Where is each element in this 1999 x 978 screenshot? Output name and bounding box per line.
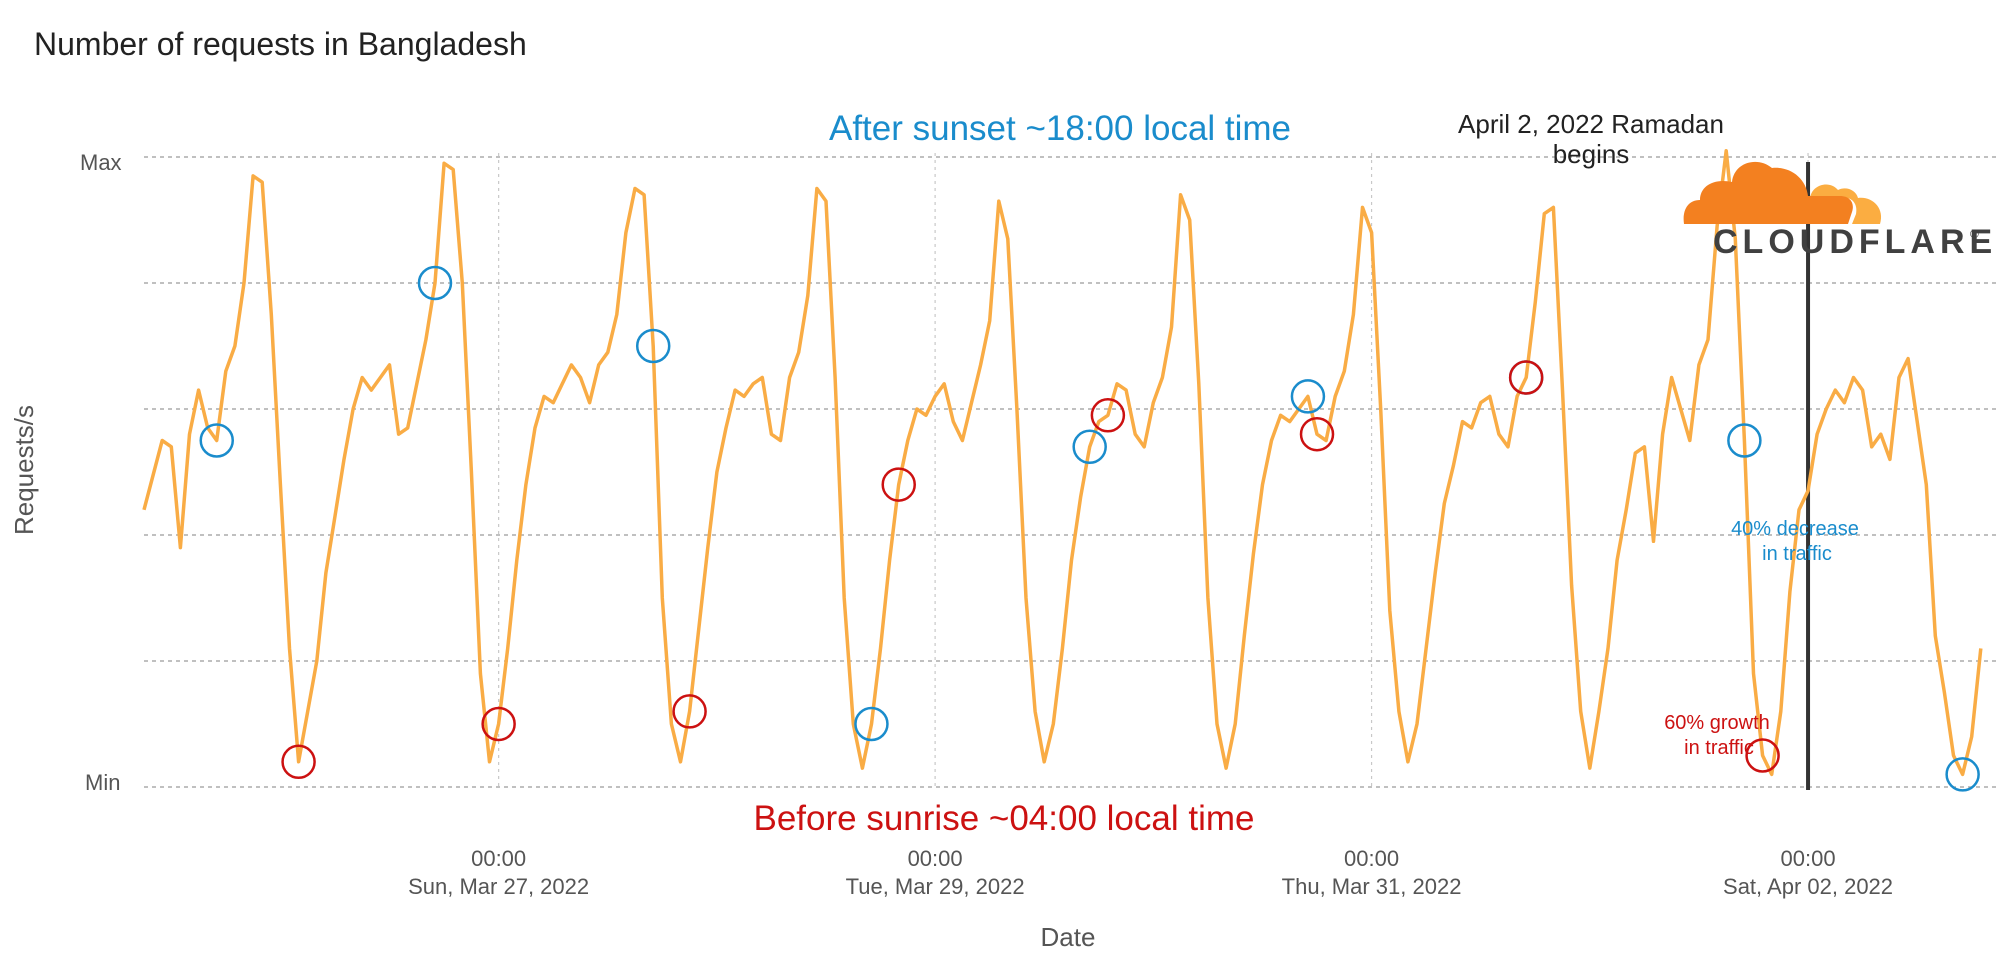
cloudflare-logo: CLOUDFLARE ®: [1683, 161, 1997, 261]
sunrise-marker-1: [481, 706, 516, 742]
x-ticks: 00:00 Sun, Mar 27, 2022 00:00 Tue, Mar 29, …: [408, 846, 1893, 899]
sunset-marker-3: [854, 706, 889, 742]
x-tick-date-2: Thu, Mar 31, 2022: [1282, 874, 1462, 899]
sunset-marker-4: [1072, 429, 1107, 465]
annotation-ramadan-line1: April 2, 2022 Ramadan: [1458, 109, 1724, 139]
annotation-decrease-line2: in traffic: [1762, 543, 1832, 565]
x-tick-time-2: 00:00: [1344, 846, 1399, 871]
x-tick-time-3: 00:00: [1781, 846, 1836, 871]
sunrise-marker-4: [1090, 398, 1126, 433]
annotation-growth-line2: in traffic: [1684, 737, 1754, 759]
sunrise-marker-7: [1745, 738, 1780, 773]
sunset-marker-7: [1727, 423, 1762, 458]
y-tick-max: Max: [80, 150, 122, 175]
y-tick-min: Min: [85, 770, 120, 795]
sunrise-marker-0: [281, 744, 316, 780]
cloudflare-wordmark: CLOUDFLARE: [1713, 223, 1997, 261]
cloud-icon: [1683, 161, 1882, 224]
sunset-marker-0: [199, 423, 234, 458]
registered-mark: ®: [1970, 227, 1979, 241]
annotation-growth-line1: 60% growth: [1664, 712, 1770, 734]
x-tick-date-0: Sun, Mar 27, 2022: [408, 874, 589, 899]
sunset-marker-8: [1945, 757, 1980, 792]
annotation-sunset: After sunset ~18:00 local time: [829, 109, 1291, 148]
sunrise-marker-2: [672, 694, 707, 729]
x-tick-time-1: 00:00: [908, 846, 963, 871]
sunset-marker-5: [1290, 379, 1326, 414]
x-tick-time-0: 00:00: [471, 846, 526, 871]
sunrise-marker-6: [1508, 360, 1544, 395]
series-line-requests: [142, 148, 1983, 777]
annotation-sunrise: Before sunrise ~04:00 local time: [754, 799, 1255, 838]
sunset-marker-2: [635, 328, 671, 364]
annotation-ramadan-line2: begins: [1553, 139, 1630, 169]
sunset-marker-1: [417, 265, 453, 301]
y-axis-label: Requests/s: [9, 405, 39, 535]
x-axis-label: Date: [1041, 922, 1096, 952]
sunrise-marker-3: [881, 467, 916, 502]
x-tick-date-1: Tue, Mar 29, 2022: [846, 874, 1025, 899]
chart-title: Number of requests in Bangladesh: [34, 26, 527, 62]
sunrise-markers: [281, 360, 1780, 780]
sunrise-marker-5: [1299, 416, 1335, 452]
annotation-decrease-line1: 40% decrease: [1731, 518, 1859, 540]
x-tick-date-3: Sat, Apr 02, 2022: [1723, 874, 1893, 899]
